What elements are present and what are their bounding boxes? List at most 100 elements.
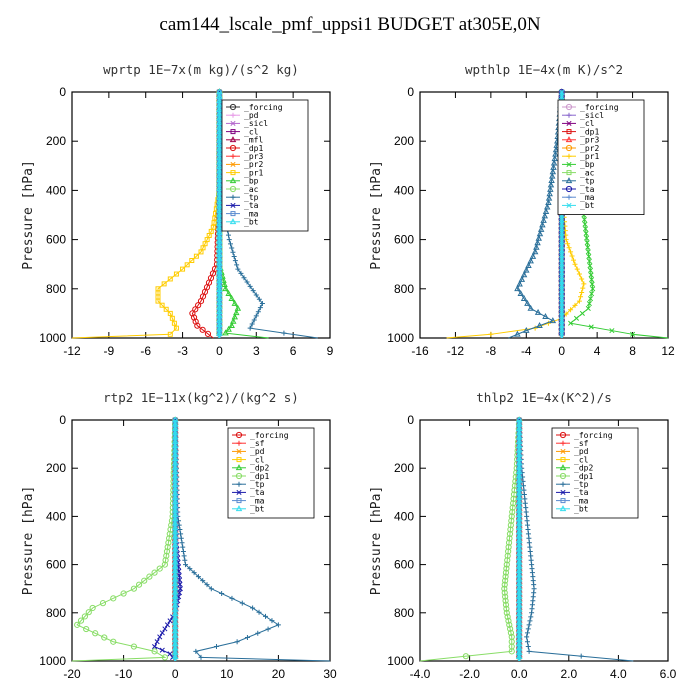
legend-label: _dp1 [250,472,269,481]
legend: _forcing_sf_pd_cl_dp2_dp1_tp_ta_ma_bt [227,427,315,519]
legend-label: _tp [574,480,589,489]
legend-item: _forcing [556,431,613,440]
y-axis-label: Pressure [hPa] [21,160,36,270]
y-tick-label: 1000 [39,331,66,345]
legend-label: _ma [244,209,259,218]
legend-item: _dp1 [226,144,263,153]
legend-label: _pr2 [244,160,263,169]
legend-item: _sf [232,439,265,448]
legend-label: _pr1 [244,168,263,177]
y-tick-label: 400 [46,183,66,197]
legend-item: _ta [226,201,259,210]
x-tick-label: -20 [63,667,81,681]
y-tick-label: 0 [407,85,414,99]
legend-item: _pr2 [562,144,599,153]
legend-item: _pr3 [562,136,599,145]
x-tick-label: -4 [521,344,532,358]
y-tick-label: 1000 [387,331,414,345]
legend-item: _ac [562,168,595,177]
legend-label: _bp [244,177,259,186]
legend-label: _sicl [580,111,604,120]
legend-label: _ma [250,496,265,505]
legend-item: _bt [556,505,589,514]
x-tick-label: -2.0 [459,667,480,681]
legend-item: _ma [562,193,595,202]
x-tick-label: -8 [486,344,497,358]
legend-box [551,427,639,519]
series-dp1 [71,416,179,662]
x-tick-label: 0 [558,344,565,358]
legend-box [557,99,645,215]
legend-label: _cl [244,127,259,136]
legend-item: _sicl [226,119,268,128]
legend-label: _ta [574,488,589,497]
legend-label: _bt [574,505,589,514]
panel-2: wpthlp 1E−4x(m K)/s^2 -16 -12 -8 -4 0 4 8 12 0 200… [369,62,675,358]
plot-frame [419,91,669,339]
legend-label: _dp1 [244,144,263,153]
x-tick-label: 0.0 [511,667,528,681]
series-dp1 [419,416,523,662]
x-tick-label: -12 [447,344,465,358]
panel-1: wprtp 1E−7x(m kg)/(s^2 kg) -12 -9 -6 -3 0 3 6 9 0… [21,62,334,358]
panel-title: thlp2 1E−4x(K^2)/s [476,390,611,405]
legend-label: _dp2 [574,464,593,473]
x-tick-label: -12 [63,344,81,358]
legend-box [221,99,309,232]
legend-item: _mfl [226,136,263,145]
legend-item: _ac [226,185,259,194]
legend-label: _bt [250,505,265,514]
legend-item: _bt [562,201,595,210]
legend-label: _tp [244,193,259,202]
x-tick-label: 4.0 [610,667,627,681]
legend-item: _bt [232,505,265,514]
legend-label: _tp [580,177,595,186]
x-tick-label: 0 [172,667,179,681]
legend-label: _pd [250,447,265,456]
legend-item: _dp1 [556,472,593,481]
series-bt [515,416,523,661]
y-tick-label: 600 [46,558,66,572]
legend-item: _bp [226,177,259,186]
legend-item: _pd [226,111,259,120]
x-tick-label: -16 [411,344,429,358]
legend-label: _pr3 [580,136,599,145]
legend-item: _bt [226,218,259,227]
x-tick-label: 0 [216,344,223,358]
figure-title: cam144_lscale_pmf_uppsi1 BUDGET at305E,0… [159,14,541,35]
plot-frame [71,91,331,339]
y-tick-label: 200 [394,134,414,148]
legend-label: _ma [574,496,589,505]
y-tick-label: 0 [59,413,66,427]
legend-label: _pr1 [580,152,599,161]
legend-item: _sf [556,439,589,448]
y-tick-label: 800 [46,606,66,620]
y-tick-label: 800 [394,606,414,620]
legend-item: _pd [556,447,589,456]
legend: _forcing_sicl_cl_dp1_pr3_pr2_pr1_bp_ac_t… [557,99,645,215]
series-line [508,91,563,339]
legend-item: _forcing [562,103,619,112]
x-tick-label: 2.0 [560,667,577,681]
y-tick-label: 200 [394,461,414,475]
legend-item: _pr1 [562,152,599,161]
legend-label: _bt [580,201,595,210]
legend: _forcing_pd_sicl_cl_mfl_dp1_pr3_pr2_pr1_… [221,99,309,232]
y-tick-label: 0 [59,85,66,99]
series-line [71,92,220,339]
legend-item: _ta [562,185,595,194]
y-tick-label: 800 [394,282,414,296]
y-tick-label: 1000 [39,654,66,668]
x-tick-label: -10 [115,667,133,681]
series-bt [171,416,179,661]
legend-item: _tp [232,480,265,489]
y-tick-label: 600 [394,233,414,247]
x-tick-label: -3 [177,344,188,358]
series-bt [216,88,223,338]
legend-label: _tp [250,480,265,489]
panel-title: wpthlp 1E−4x(m K)/s^2 [465,62,623,77]
legend-item: _tp [226,193,259,202]
series-pr1 [71,89,222,339]
y-tick-label: 200 [46,134,66,148]
